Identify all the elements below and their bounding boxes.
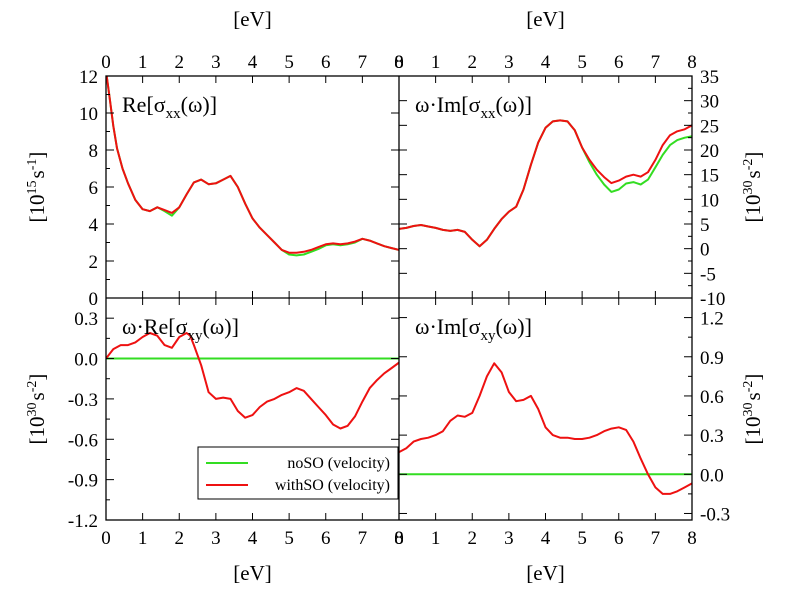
y-tick-label: 12 bbox=[79, 67, 98, 88]
x-tick-label: 3 bbox=[504, 52, 514, 73]
panel-top-right: 0 1 2 3 4 5 6 7 8 -10 -5 0 5 10 15 20 25 30 35 ω·Im[σxx(ω)]… bbox=[394, 7, 765, 310]
x-tick-label: 7 bbox=[358, 528, 368, 549]
y-tick-label: -0.9 bbox=[68, 471, 98, 492]
x-tick-label: 2 bbox=[175, 528, 185, 549]
y-tick-label: 20 bbox=[700, 141, 719, 162]
top-x-axis-title: [eV] bbox=[526, 7, 564, 31]
y-tick-label: 4 bbox=[89, 215, 99, 236]
x-tick-label: 8 bbox=[394, 52, 404, 73]
legend: noSO (velocity) withSO (velocity) bbox=[197, 446, 399, 500]
x-tick-label: 2 bbox=[175, 52, 185, 73]
bottom-x-axis-title: [eV] bbox=[526, 561, 564, 585]
y-tick-label: 0.6 bbox=[700, 387, 724, 408]
bottom-left-y-axis-title: [1030s-2] bbox=[25, 374, 49, 445]
y-tick-label: 10 bbox=[79, 104, 98, 125]
y-tick-label: 6 bbox=[89, 178, 99, 199]
x-tick-label: 5 bbox=[577, 52, 587, 73]
x-tick-label: 4 bbox=[541, 528, 551, 549]
x-tick-label: 6 bbox=[321, 52, 331, 73]
y-tick-label: 0.0 bbox=[74, 350, 98, 371]
panel-bottom-right: 0 1 2 3 4 5 6 7 8-0.30.00.30.60.91.2ω·Im[σxy(ω)]… bbox=[394, 298, 765, 585]
y-tick-label: 35 bbox=[700, 67, 719, 88]
w-re-sigma-xy-label: ω·Re[σxy(ω)] bbox=[122, 314, 239, 344]
y-tick-label: 0.9 bbox=[700, 348, 724, 369]
series-line-noSO bbox=[399, 119, 692, 248]
legend-entry: noSO (velocity) bbox=[287, 455, 390, 472]
series-line-withSO bbox=[399, 119, 692, 248]
x-tick-label: 1 bbox=[431, 52, 441, 73]
y-tick-label: 0.3 bbox=[74, 309, 98, 330]
y-tick-label: -5 bbox=[700, 264, 716, 285]
series-line-withSO bbox=[106, 76, 399, 254]
x-tick-label: 8 bbox=[687, 528, 697, 549]
top-x-axis-title: [eV] bbox=[233, 7, 271, 31]
x-tick-label: 5 bbox=[284, 52, 294, 73]
legend-box bbox=[197, 446, 399, 500]
top-right-y-axis-title: [1030s-2] bbox=[741, 152, 765, 223]
y-tick-label: 30 bbox=[700, 92, 719, 113]
x-tick-label: 6 bbox=[614, 528, 624, 549]
y-tick-label: 0.3 bbox=[700, 426, 724, 447]
x-tick-label: 7 bbox=[358, 52, 368, 73]
x-tick-label: 0 bbox=[394, 528, 404, 549]
x-tick-label: 3 bbox=[504, 528, 514, 549]
x-tick-label: 7 bbox=[651, 52, 661, 73]
x-tick-label: 4 bbox=[248, 52, 258, 73]
y-tick-label: 10 bbox=[700, 190, 719, 211]
x-tick-label: 1 bbox=[138, 52, 148, 73]
y-tick-label: 15 bbox=[700, 166, 719, 187]
y-tick-label: -0.3 bbox=[700, 504, 730, 525]
y-tick-label: -1.2 bbox=[68, 511, 98, 532]
bottom-right-y-axis-title: [1030s-2] bbox=[741, 374, 765, 445]
x-tick-label: 2 bbox=[468, 528, 478, 549]
x-tick-label: 0 bbox=[101, 528, 111, 549]
x-tick-label: 4 bbox=[248, 528, 258, 549]
w-im-sigma-xx-label: ω·Im[σxx(ω)] bbox=[415, 92, 532, 122]
x-tick-label: 0 bbox=[101, 52, 111, 73]
x-tick-label: 5 bbox=[577, 528, 587, 549]
panel-bottom-left: 0 1 2 3 4 5 6 7 8 -1.2 -0.9 -0.6 -0.3 0.0 0.3 ω·Re[σxy(… bbox=[25, 298, 404, 585]
y-tick-label: -0.3 bbox=[68, 390, 98, 411]
y-tick-label: 2 bbox=[89, 252, 99, 273]
x-tick-label: 2 bbox=[468, 52, 478, 73]
panel-top-left: 0 1 2 3 4 5 6 7 8024681012Re[σxx(ω)][1015s-1][eV… bbox=[25, 7, 404, 310]
bottom-x-axis-title: [eV] bbox=[233, 561, 271, 585]
figure-frame: noSO (velocity) withSO (velocity) bbox=[105, 75, 693, 521]
plot-area: 0 1 2 3 4 5 6 7 8024681012Re[σxx(ω)][1015s-1][eV… bbox=[25, 7, 765, 585]
y-tick-label: 0 bbox=[700, 240, 710, 261]
x-tick-label: 6 bbox=[614, 52, 624, 73]
series-line-withSO bbox=[399, 362, 692, 495]
y-tick-label: -0.6 bbox=[68, 430, 98, 451]
y-tick-label: 5 bbox=[700, 215, 710, 236]
x-tick-label: 1 bbox=[431, 528, 441, 549]
top-left-y-axis-title: [1015s-1] bbox=[25, 152, 49, 223]
legend-entry: withSO (velocity) bbox=[275, 477, 390, 494]
series-line-withSO bbox=[106, 332, 399, 430]
x-tick-label: 8 bbox=[687, 52, 697, 73]
x-tick-label: 4 bbox=[541, 52, 551, 73]
y-tick-label: 1.2 bbox=[700, 309, 724, 330]
x-tick-label: 7 bbox=[651, 528, 661, 549]
y-tick-label: 0 bbox=[89, 289, 99, 310]
x-tick-label: 0 bbox=[394, 52, 404, 73]
x-tick-label: 3 bbox=[211, 52, 221, 73]
re-sigma-xx-label: Re[σxx(ω)] bbox=[122, 92, 217, 122]
x-tick-label: 8 bbox=[394, 528, 404, 549]
y-tick-label: 25 bbox=[700, 116, 719, 137]
y-tick-label: 8 bbox=[89, 141, 99, 162]
y-tick-label: 0.0 bbox=[700, 465, 724, 486]
x-tick-label: 5 bbox=[284, 528, 294, 549]
y-tick-label: -10 bbox=[700, 289, 725, 310]
w-im-sigma-xy-label: ω·Im[σxy(ω)] bbox=[415, 314, 532, 344]
x-tick-label: 3 bbox=[211, 528, 221, 549]
x-tick-label: 6 bbox=[321, 528, 331, 549]
x-tick-label: 1 bbox=[138, 528, 148, 549]
